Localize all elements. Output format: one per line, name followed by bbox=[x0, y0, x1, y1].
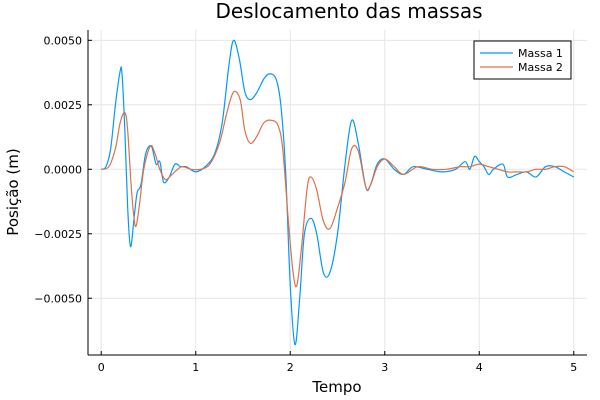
y-axis-label: Posição (m) bbox=[4, 148, 22, 235]
y-tick-label: 0.0000 bbox=[44, 163, 83, 176]
x-tick-label: 3 bbox=[381, 361, 388, 374]
tick-labels: 0 1 2 3 4 5 −0.0050 −0.0025 0.0000 0.0025 0.0050 bbox=[34, 34, 577, 374]
legend-box bbox=[473, 40, 572, 80]
x-tick-label: 1 bbox=[192, 361, 199, 374]
grid bbox=[88, 30, 587, 355]
y-tick-label: −0.0050 bbox=[34, 292, 82, 305]
x-tick-label: 5 bbox=[570, 361, 577, 374]
x-tick-label: 2 bbox=[287, 361, 294, 374]
chart-title: Deslocamento das massas bbox=[215, 0, 482, 23]
series-line-massa-2 bbox=[101, 90, 575, 288]
y-tick-label: −0.0025 bbox=[34, 228, 82, 241]
y-tick-label: 0.0050 bbox=[44, 34, 83, 47]
axes bbox=[87, 30, 587, 356]
legend: Massa 1 Massa 2 bbox=[473, 40, 572, 80]
series-group bbox=[100, 39, 575, 346]
y-tick-label: 0.0025 bbox=[44, 99, 83, 112]
legend-label-massa-2: Massa 2 bbox=[518, 61, 563, 74]
legend-label-massa-1: Massa 1 bbox=[518, 47, 563, 60]
x-axis-label: Tempo bbox=[311, 378, 361, 396]
x-tick-label: 4 bbox=[476, 361, 483, 374]
series-line-massa-1 bbox=[100, 39, 575, 346]
x-tick-label: 0 bbox=[98, 361, 105, 374]
